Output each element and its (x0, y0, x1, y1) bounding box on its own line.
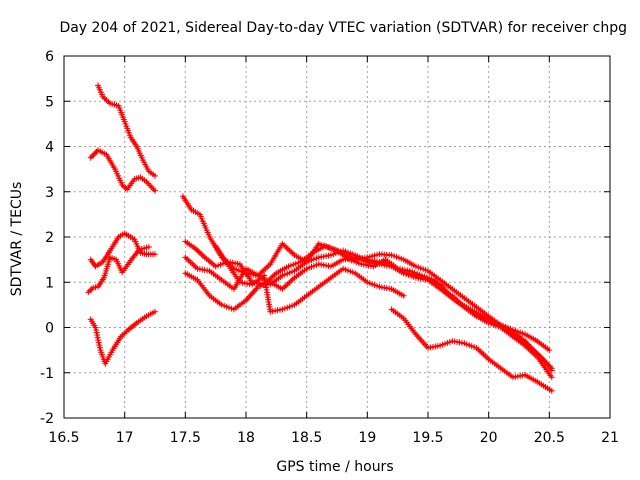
x-tick-label: 21 (601, 430, 619, 446)
y-axis: -2 -1 0 1 2 3 4 5 6 (40, 49, 610, 427)
x-tick-label: 18.5 (291, 430, 322, 446)
x-tick-label: 17 (116, 430, 134, 446)
x-tick-label: 16.5 (48, 430, 79, 446)
series-s4 (182, 254, 555, 372)
y-tick-label: -2 (40, 411, 54, 427)
y-tick-label: 4 (45, 140, 54, 156)
data-series (85, 82, 555, 394)
series-line (184, 256, 553, 370)
x-tick-label: 19.5 (412, 430, 443, 446)
series-early-top (95, 82, 158, 179)
x-tick-label: 20.5 (534, 430, 565, 446)
x-tick-label: 20 (480, 430, 498, 446)
y-tick-label: 2 (45, 230, 54, 246)
data-point (145, 244, 152, 250)
data-point (548, 387, 555, 394)
series-early-mid2 (85, 244, 152, 296)
y-tick-label: 6 (45, 49, 54, 65)
series-early-mid (87, 230, 158, 270)
x-axis: 16.5 17 17.5 18 18.5 19 19.5 20 20.5 21 (48, 56, 619, 446)
x-tick-label: 18 (237, 430, 255, 446)
series-line (184, 249, 553, 379)
data-point (152, 251, 158, 258)
x-axis-label: GPS time / hours (276, 459, 393, 475)
data-point (548, 374, 555, 381)
x-tick-label: 17.5 (170, 430, 201, 446)
x-tick-label: 19 (358, 430, 376, 446)
y-tick-label: -1 (40, 366, 54, 382)
series-s5 (212, 243, 407, 315)
y-tick-label: 0 (45, 321, 54, 337)
y-tick-label: 5 (45, 94, 54, 110)
y-tick-label: 1 (45, 275, 54, 291)
series-early-upper (87, 147, 158, 194)
series-s6 (388, 306, 555, 394)
data-point (152, 172, 158, 179)
data-point (546, 347, 553, 354)
data-point (152, 187, 158, 194)
data-point (548, 365, 555, 372)
chart-title: Day 204 of 2021, Sidereal Day-to-day VTE… (59, 20, 627, 36)
series-early-low (87, 308, 158, 367)
grid (64, 56, 610, 418)
data-point (152, 308, 158, 315)
y-tick-label: 3 (45, 185, 54, 201)
y-axis-label: SDTVAR / TECUs (9, 182, 25, 297)
data-point (400, 292, 407, 299)
